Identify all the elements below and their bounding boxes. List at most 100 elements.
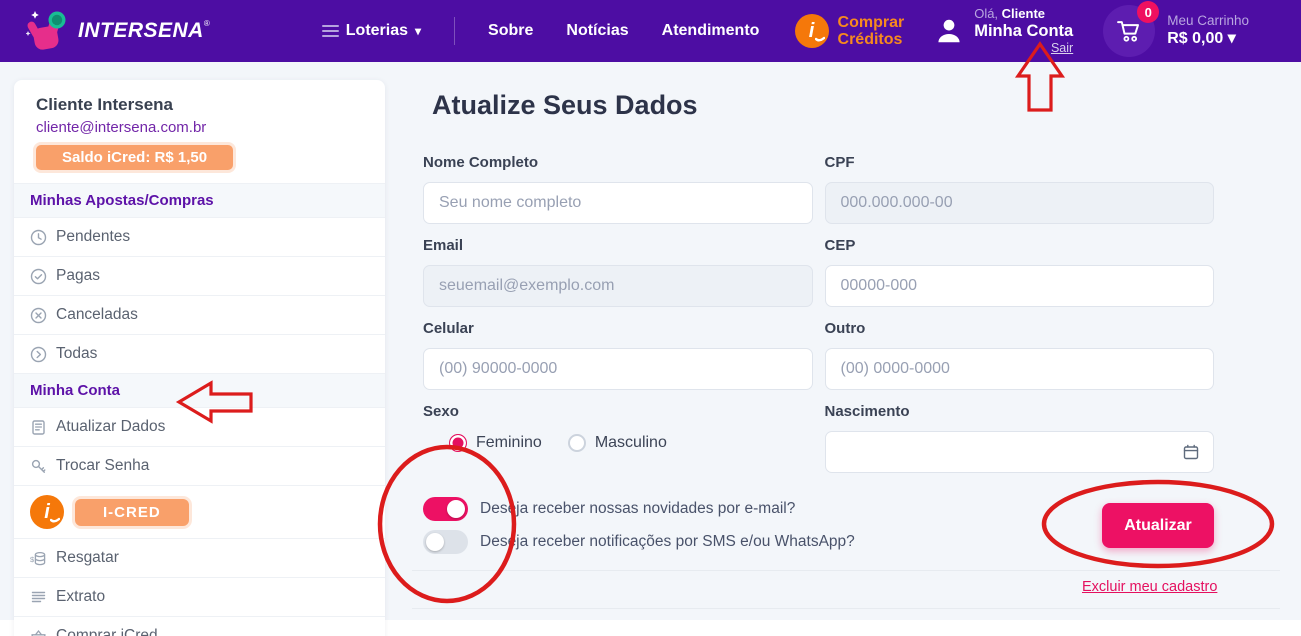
toggle-knob — [426, 533, 444, 551]
email-news-toggle[interactable] — [423, 497, 468, 521]
section-minhas-apostas: Minhas Apostas/Compras — [14, 183, 385, 217]
sidebar-item-pendentes[interactable]: Pendentes — [14, 217, 385, 256]
clock-icon — [30, 229, 47, 245]
sms-whatsapp-label: Deseja receber notificações por SMS e/ou… — [480, 533, 855, 550]
nascimento-label: Nascimento — [824, 403, 910, 420]
icred-icon: i — [30, 495, 64, 529]
celular-input[interactable] — [423, 348, 813, 390]
sidebar-item-resgatar[interactable]: $ Resgatar — [14, 538, 385, 577]
cart-group: 0 Meu Carrinho R$ 0,00 ▾ — [1103, 1, 1249, 57]
atualizar-button[interactable]: Atualizar — [1102, 503, 1214, 548]
greeting: Olá, Cliente — [974, 6, 1046, 22]
toggle-knob — [447, 500, 465, 518]
hand-clover-icon — [26, 11, 66, 50]
sidebar-item-pagas[interactable]: Pagas — [14, 256, 385, 295]
icred-header-row: i I-CRED — [14, 485, 385, 538]
radio-feminino[interactable]: Feminino — [449, 434, 542, 452]
cep-input[interactable] — [824, 265, 1214, 307]
sidebar-item-label: Pendentes — [56, 228, 131, 245]
page-title: Atualize Seus Dados — [432, 90, 698, 120]
hamburger-icon — [321, 25, 339, 37]
sair-link[interactable]: Sair — [1050, 40, 1074, 55]
nome-input[interactable] — [423, 182, 813, 224]
x-circle-icon — [30, 307, 47, 323]
profile-block: Cliente Intersena cliente@intersena.com.… — [14, 80, 385, 183]
field-celular: Celular — [423, 320, 813, 390]
field-sexo: Sexo Feminino Masculino — [423, 403, 813, 473]
email-field[interactable] — [423, 265, 813, 307]
nav-sobre[interactable]: Sobre — [488, 22, 534, 39]
logo-trademark: ® — [203, 19, 210, 28]
sidebar: Cliente Intersena cliente@intersena.com.… — [14, 80, 385, 636]
nav-noticias[interactable]: Notícias — [566, 22, 629, 39]
outro-label: Outro — [824, 320, 866, 337]
minha-conta-menu[interactable]: Olá, Cliente Minha Conta Sair — [934, 6, 1074, 55]
nome-label: Nome Completo — [423, 154, 539, 171]
profile-name: Cliente Intersena — [36, 95, 173, 114]
chevron-down-icon: ▾ — [415, 24, 422, 38]
preferences: Deseja receber nossas novidades por e-ma… — [423, 497, 855, 563]
section-minha-conta: Minha Conta — [14, 373, 385, 407]
celular-label: Celular — [423, 320, 474, 337]
nascimento-input[interactable] — [824, 431, 1214, 473]
sidebar-item-label: Canceladas — [56, 306, 138, 323]
sidebar-item-label: Todas — [56, 345, 98, 362]
user-texts: Olá, Cliente Minha Conta Sair — [974, 6, 1074, 55]
sidebar-item-label: Comprar iCred — [56, 627, 158, 636]
nav-atendimento[interactable]: Atendimento — [661, 22, 760, 39]
cart-button[interactable]: 0 — [1103, 1, 1160, 57]
comprar-creditos-label: Comprar Créditos — [837, 13, 905, 48]
nav-loterias[interactable]: Loterias ▾ — [321, 22, 422, 40]
outro-input[interactable] — [824, 348, 1214, 390]
divider — [412, 570, 1280, 571]
minha-conta-label: Minha Conta — [974, 22, 1074, 41]
list-icon — [31, 591, 46, 602]
header-right: i Comprar Créditos Olá, Cliente Mi — [794, 1, 1301, 57]
sidebar-item-todas[interactable]: Todas — [14, 334, 385, 373]
divider — [412, 608, 1280, 609]
field-email: Email — [423, 237, 813, 307]
calendar-icon[interactable] — [1182, 443, 1200, 461]
intersena-logo[interactable]: INTERSENA® — [26, 7, 210, 55]
logo-text: INTERSENA — [78, 19, 204, 42]
sidebar-item-label: Resgatar — [56, 549, 119, 566]
sidebar-item-canceladas[interactable]: Canceladas — [14, 295, 385, 334]
sexo-label: Sexo — [423, 403, 459, 420]
document-icon — [32, 419, 45, 435]
chevron-circle-icon — [30, 346, 47, 362]
cart-label: Meu Carrinho — [1167, 12, 1249, 28]
radio-masculino[interactable]: Masculino — [567, 434, 667, 452]
sidebar-item-comprar-icred[interactable]: Comprar iCred — [14, 616, 385, 636]
icred-icon: i — [794, 14, 829, 48]
radio-selected-icon — [449, 434, 467, 452]
excluir-cadastro-link[interactable]: Excluir meu cadastro — [1082, 579, 1218, 595]
update-data-form: Nome Completo CPF Email CEP Celular Outr… — [423, 154, 1214, 486]
sidebar-item-atualizar-dados[interactable]: Atualizar Dados — [14, 407, 385, 446]
sms-whatsapp-toggle[interactable] — [423, 530, 468, 554]
toggle-row-email: Deseja receber nossas novidades por e-ma… — [423, 497, 855, 521]
sidebar-item-label: Atualizar Dados — [56, 418, 166, 435]
cpf-input[interactable] — [824, 182, 1214, 224]
basket-icon — [31, 629, 46, 636]
cart-count-badge: 0 — [1137, 1, 1160, 23]
profile-email: cliente@intersena.com.br — [36, 119, 207, 136]
sidebar-item-label: Trocar Senha — [56, 457, 150, 474]
sexo-radio-group: Feminino Masculino — [449, 434, 813, 452]
field-cep: CEP — [824, 237, 1214, 307]
saldo-icred-badge: Saldo iCred: R$ 1,50 — [36, 145, 234, 170]
cpf-label: CPF — [824, 154, 855, 171]
sidebar-item-extrato[interactable]: Extrato — [14, 577, 385, 616]
sidebar-item-label: Extrato — [56, 588, 106, 605]
cart-summary[interactable]: Meu Carrinho R$ 0,00 ▾ — [1167, 12, 1249, 50]
check-circle-icon — [30, 268, 47, 284]
nav-divider — [454, 17, 456, 45]
sidebar-item-trocar-senha[interactable]: Trocar Senha — [14, 446, 385, 485]
radio-feminino-label: Feminino — [476, 434, 542, 451]
comprar-creditos-button[interactable]: i Comprar Créditos — [794, 13, 905, 49]
toggle-row-sms: Deseja receber notificações por SMS e/ou… — [423, 530, 855, 554]
field-nome: Nome Completo — [423, 154, 813, 224]
email-label: Email — [423, 237, 464, 254]
sidebar-item-label: Pagas — [56, 267, 100, 284]
email-news-label: Deseja receber nossas novidades por e-ma… — [480, 500, 796, 517]
